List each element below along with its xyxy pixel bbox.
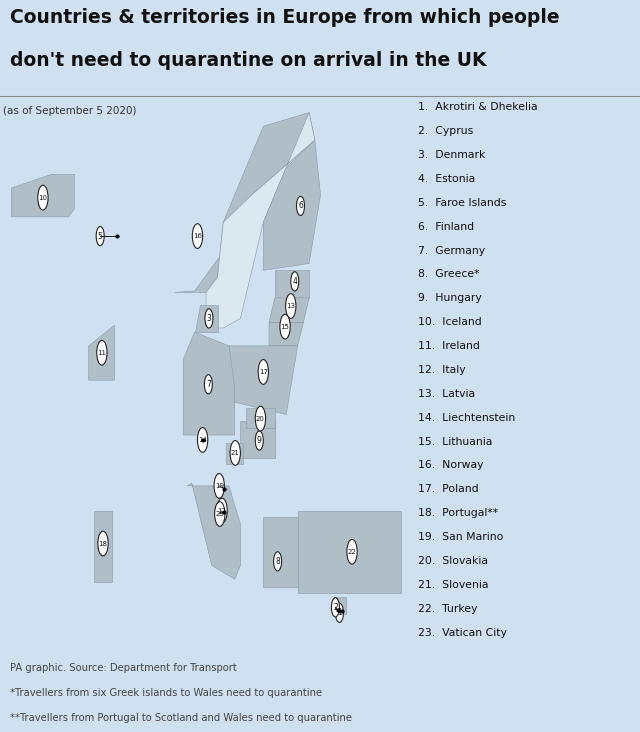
Text: 5.  Faroe Islands: 5. Faroe Islands — [418, 198, 506, 208]
Text: 3: 3 — [207, 314, 211, 323]
Text: don't need to quarantine on arrival in the UK: don't need to quarantine on arrival in t… — [10, 51, 486, 70]
Text: 15: 15 — [280, 324, 289, 329]
Polygon shape — [229, 346, 298, 414]
Circle shape — [255, 431, 263, 450]
Circle shape — [335, 603, 344, 622]
Circle shape — [296, 196, 305, 215]
Circle shape — [291, 272, 299, 291]
Text: 22: 22 — [348, 549, 356, 555]
Text: 21.  Slovenia: 21. Slovenia — [418, 580, 488, 590]
Text: 17: 17 — [259, 369, 268, 375]
Circle shape — [280, 314, 290, 339]
Circle shape — [214, 474, 225, 498]
Polygon shape — [275, 270, 309, 298]
Text: 5: 5 — [98, 231, 102, 241]
Polygon shape — [89, 325, 115, 380]
Text: 6: 6 — [298, 201, 303, 210]
Polygon shape — [269, 323, 303, 346]
Circle shape — [98, 531, 108, 556]
Text: 14.  Liechtenstein: 14. Liechtenstein — [418, 413, 515, 422]
Text: 6.  Finland: 6. Finland — [418, 222, 474, 232]
Polygon shape — [246, 408, 275, 428]
Text: 20.  Slovakia: 20. Slovakia — [418, 556, 488, 566]
Text: 4.  Estonia: 4. Estonia — [418, 174, 476, 184]
Polygon shape — [263, 518, 298, 587]
Text: 11.  Ireland: 11. Ireland — [418, 341, 480, 351]
Polygon shape — [12, 174, 74, 217]
Polygon shape — [175, 113, 315, 292]
Text: 12.  Italy: 12. Italy — [418, 365, 466, 375]
Text: 19: 19 — [215, 483, 224, 489]
Text: 1.  Akrotiri & Dhekelia: 1. Akrotiri & Dhekelia — [418, 102, 538, 113]
Circle shape — [332, 598, 339, 617]
Text: *Travellers from six Greek islands to Wales need to quarantine: *Travellers from six Greek islands to Wa… — [10, 688, 322, 698]
Text: 10.  Iceland: 10. Iceland — [418, 317, 482, 327]
Text: (as of September 5 2020): (as of September 5 2020) — [3, 105, 136, 116]
Circle shape — [347, 539, 357, 564]
Text: **Travellers from Portugal to Scotland and Wales need to quarantine: **Travellers from Portugal to Scotland a… — [10, 714, 351, 723]
Text: 16.  Norway: 16. Norway — [418, 460, 484, 471]
Circle shape — [38, 185, 48, 210]
Text: 9.  Hungary: 9. Hungary — [418, 294, 482, 303]
Text: 19.  San Marino: 19. San Marino — [418, 532, 504, 542]
Text: 8: 8 — [275, 557, 280, 566]
Polygon shape — [187, 483, 241, 579]
Circle shape — [258, 359, 268, 384]
Text: 13.  Latvia: 13. Latvia — [418, 389, 476, 399]
Text: 13: 13 — [286, 303, 295, 309]
Text: 22.  Turkey: 22. Turkey — [418, 604, 477, 613]
Text: 2.  Cyprus: 2. Cyprus — [418, 126, 474, 136]
Text: 18: 18 — [99, 540, 108, 547]
Text: 1: 1 — [337, 608, 342, 617]
Circle shape — [230, 441, 241, 466]
Text: 10: 10 — [38, 195, 47, 201]
Circle shape — [217, 498, 227, 523]
Polygon shape — [225, 444, 243, 464]
Text: Countries & territories in Europe from which people: Countries & territories in Europe from w… — [10, 8, 559, 27]
Text: 7.  Germany: 7. Germany — [418, 246, 485, 255]
Polygon shape — [95, 511, 111, 582]
Text: 4: 4 — [292, 277, 297, 286]
Text: 7: 7 — [206, 380, 211, 389]
Circle shape — [214, 501, 225, 526]
Text: 9: 9 — [257, 436, 262, 445]
Circle shape — [274, 552, 282, 571]
Text: 23.  Vatican City: 23. Vatican City — [418, 627, 507, 638]
Text: 21: 21 — [231, 450, 240, 456]
Text: 23: 23 — [216, 511, 224, 517]
Text: 20: 20 — [256, 416, 265, 422]
Text: 11: 11 — [97, 350, 106, 356]
Text: 2: 2 — [333, 603, 338, 612]
Polygon shape — [195, 305, 218, 332]
Text: 3.  Denmark: 3. Denmark — [418, 150, 486, 160]
Text: PA graphic. Source: Department for Transport: PA graphic. Source: Department for Trans… — [10, 663, 236, 673]
Circle shape — [255, 406, 266, 431]
Text: 17.  Poland: 17. Poland — [418, 485, 479, 494]
Text: 15.  Lithuania: 15. Lithuania — [418, 436, 492, 447]
Text: 8.  Greece*: 8. Greece* — [418, 269, 479, 280]
Text: 12: 12 — [218, 507, 227, 514]
Text: 14: 14 — [198, 437, 207, 443]
Polygon shape — [269, 298, 309, 323]
Polygon shape — [206, 113, 315, 328]
Polygon shape — [241, 422, 275, 458]
Polygon shape — [183, 332, 235, 435]
Circle shape — [97, 340, 107, 365]
Circle shape — [204, 375, 212, 394]
Circle shape — [96, 226, 104, 246]
Circle shape — [205, 309, 213, 328]
Circle shape — [285, 294, 296, 318]
Polygon shape — [333, 597, 346, 613]
Circle shape — [198, 427, 208, 452]
Text: 16: 16 — [193, 233, 202, 239]
Polygon shape — [298, 511, 401, 593]
Text: 18.  Portugal**: 18. Portugal** — [418, 508, 498, 518]
Polygon shape — [263, 140, 321, 270]
Circle shape — [193, 224, 203, 248]
